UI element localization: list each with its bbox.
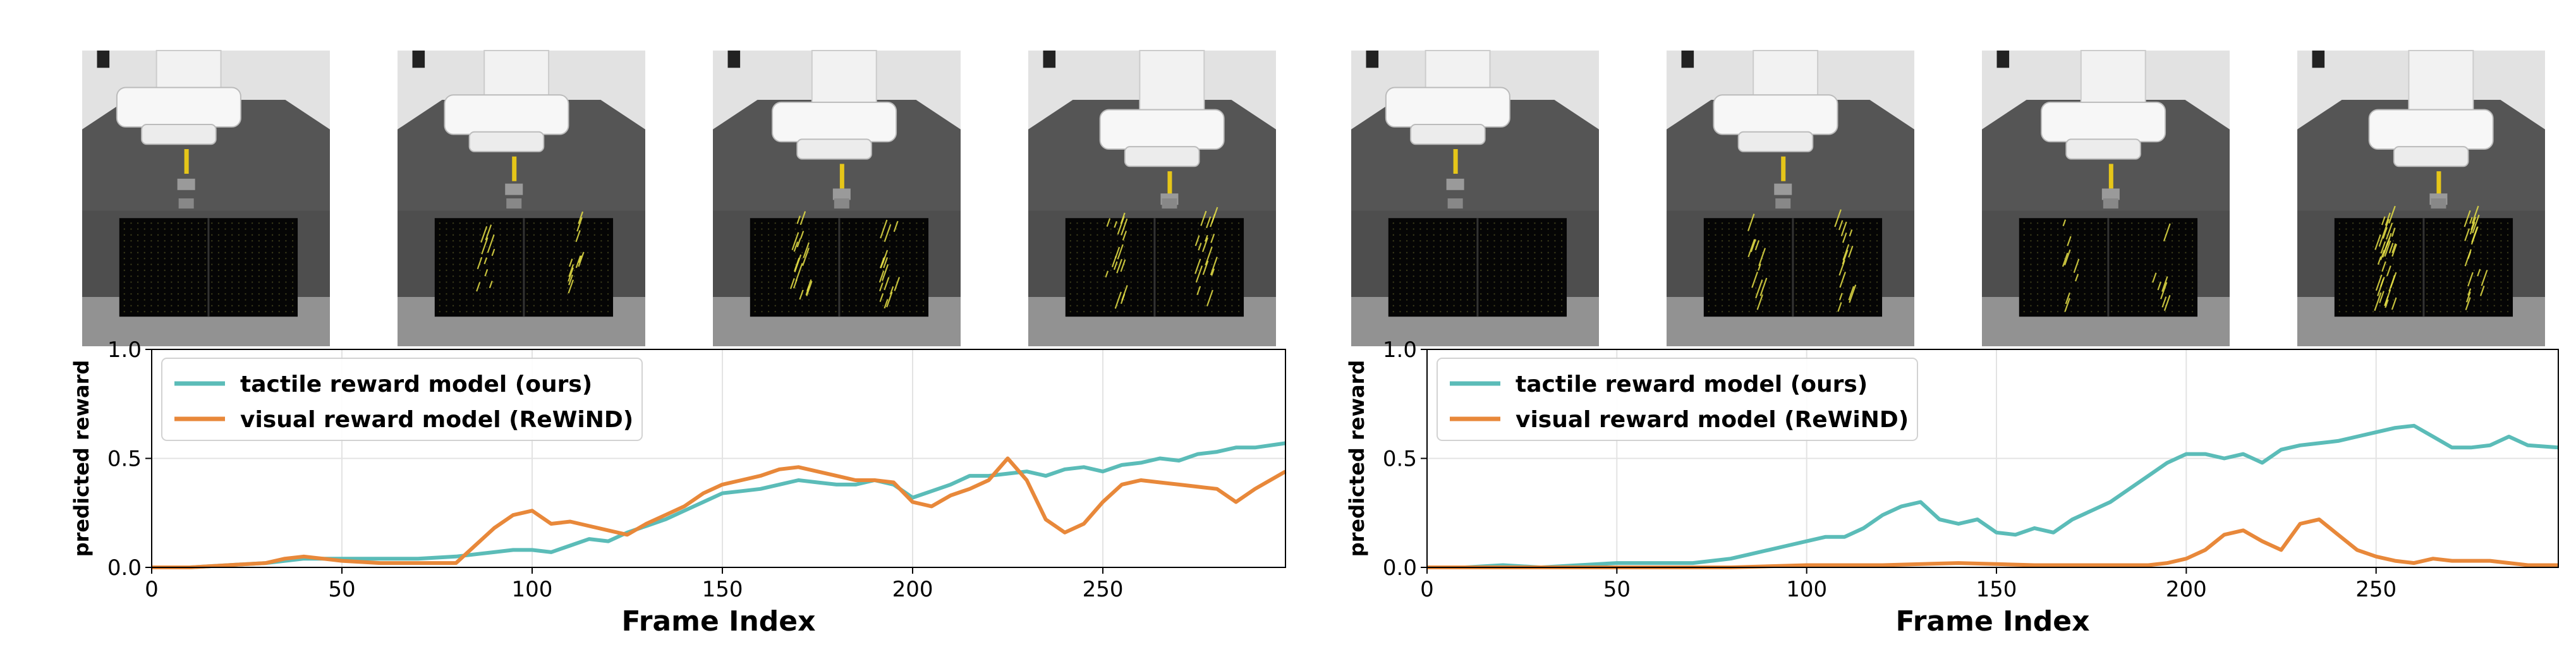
y-tick-label: 1.0	[107, 337, 142, 363]
x-tick-label: 50	[328, 577, 355, 602]
legend: tactile reward model (ours) visual reward…	[1437, 358, 1918, 441]
y-axis-label: predicted reward	[70, 360, 94, 557]
series-line-visual	[1427, 517, 2558, 569]
tactile-map-1	[119, 218, 298, 317]
x-tick-label: 0	[145, 577, 159, 602]
tactile-map-3	[2019, 218, 2198, 317]
x-tick-label: 250	[1083, 577, 1124, 602]
x-tick-label: 50	[1603, 577, 1631, 602]
series-line-tactile	[1427, 423, 2559, 569]
y-axis-label: predicted reward	[1345, 360, 1369, 557]
y-tick-label: 0.0	[107, 555, 142, 581]
left-figure: 0 50 100 150 200 250 0.0 0.5 1.0 Frame Index predi…	[70, 50, 1287, 638]
y-tick-label: 0.5	[107, 447, 142, 472]
legend-label-tactile: tactile reward model (ours)	[240, 372, 592, 397]
tactile-map-1	[1388, 218, 1567, 317]
x-axis-label: Frame Index	[1895, 605, 2089, 638]
legend-label-visual: visual reward model (ReWiND)	[1516, 407, 1909, 433]
series-line-visual	[152, 456, 1287, 569]
y-tick-label: 1.0	[1383, 337, 1417, 363]
tactile-map-4	[2334, 205, 2513, 317]
x-tick-label: 150	[1976, 577, 2017, 602]
right-panel: 0 50 100 150 200 250 0.0 0.5 1.0 Frame Index predi…	[1288, 0, 2576, 644]
y-tick-label: 0.5	[1383, 447, 1417, 472]
right-figure: 0 50 100 150 200 250 0.0 0.5 1.0 Frame Index predi…	[1345, 50, 2559, 638]
tactile-map-2	[1703, 209, 1883, 317]
reward-plot: 0 50 100 150 200 250 0.0 0.5 1.0 Frame Index predi…	[70, 337, 1287, 638]
x-tick-label: 0	[1420, 577, 1434, 602]
x-axis-label: Frame Index	[621, 605, 815, 638]
legend: tactile reward model (ours) visual reward…	[161, 358, 643, 441]
x-tick-label: 200	[892, 577, 933, 602]
x-tick-label: 150	[702, 577, 743, 602]
legend-label-visual: visual reward model (ReWiND)	[240, 407, 633, 433]
x-tick-label: 200	[2166, 577, 2207, 602]
left-panel: 0 50 100 150 200 250 0.0 0.5 1.0 Frame Index predi…	[0, 0, 1288, 644]
tactile-map-3	[750, 211, 929, 317]
tactile-map-4	[1065, 207, 1244, 317]
reward-plot: 0 50 100 150 200 250 0.0 0.5 1.0 Frame Index predi…	[1345, 337, 2559, 638]
legend-label-tactile: tactile reward model (ours)	[1516, 372, 1868, 397]
tactile-map-2	[434, 211, 614, 317]
x-tick-label: 100	[1786, 577, 1827, 602]
x-tick-label: 250	[2355, 577, 2397, 602]
x-tick-label: 100	[512, 577, 553, 602]
y-tick-label: 0.0	[1383, 555, 1417, 581]
